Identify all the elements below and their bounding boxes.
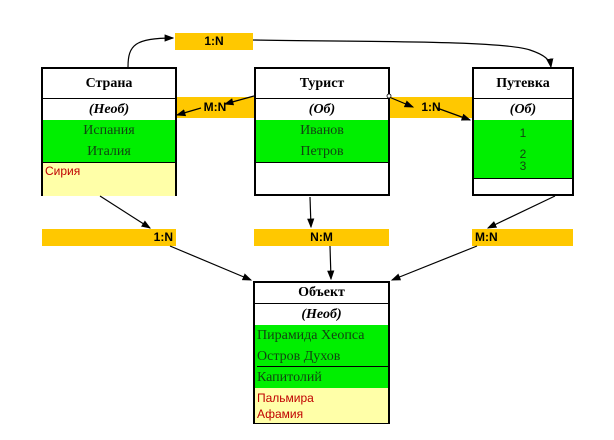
entity-title: Путевка xyxy=(474,69,572,99)
relation-label: M:N xyxy=(475,230,498,244)
entity-type: (Необ) xyxy=(88,101,130,117)
member: 1 xyxy=(519,126,527,140)
relation-label: 1:N xyxy=(204,34,224,48)
arrow xyxy=(390,245,478,281)
entity-title: Турист xyxy=(256,69,388,99)
member: Петров xyxy=(300,144,344,159)
member-optional: Сирия xyxy=(45,164,81,178)
entity-object: Объект (Необ) Пирамида Хеопса Остров Дух… xyxy=(253,281,390,424)
entity-title: Объект xyxy=(255,283,388,304)
arrow xyxy=(486,195,556,229)
member: 3 xyxy=(519,159,527,173)
entity-type: (Об) xyxy=(509,101,537,117)
relation-label: M:N xyxy=(203,100,227,114)
entity-type: (Об) xyxy=(308,101,336,117)
entity-title: Страна xyxy=(43,69,175,99)
relation-label: 1:N xyxy=(153,230,173,244)
arrow xyxy=(436,107,472,121)
relation-country-object: 1:N xyxy=(42,229,176,246)
relation-label: 1:N xyxy=(421,100,441,114)
member-optional: Пальмира xyxy=(257,391,314,405)
relation-label: N:M xyxy=(310,230,333,244)
connector-handle xyxy=(386,93,392,99)
arrow xyxy=(169,245,253,281)
member: Капитолий xyxy=(257,370,322,385)
relation-voucher-object: M:N xyxy=(472,229,573,246)
relation-tourist-object: N:M xyxy=(254,229,389,246)
member: Остров Духов xyxy=(257,346,388,367)
entity-tourist: Турист (Об) Иванов Петров xyxy=(254,67,390,196)
member-optional: Афамия xyxy=(257,407,304,421)
arrow xyxy=(223,95,255,106)
relation-country-tourist: M:N xyxy=(175,97,255,118)
entity-country: Страна (Необ) Испания Италия Сирия xyxy=(41,67,177,196)
arrow xyxy=(99,195,152,229)
member: Иванов xyxy=(300,123,344,138)
member: Испания xyxy=(83,123,135,138)
member: 2 xyxy=(519,147,527,161)
arrow xyxy=(252,39,554,69)
arrow xyxy=(388,96,415,108)
entity-voucher: Путевка (Об) 1 2 3 xyxy=(472,67,574,196)
arrow xyxy=(307,196,315,229)
member: Пирамида Хеопса xyxy=(257,328,365,343)
arrow xyxy=(327,245,335,281)
member: Италия xyxy=(87,144,131,159)
relation-top: 1:N xyxy=(175,33,253,50)
arrow xyxy=(175,107,202,117)
arrow xyxy=(127,34,175,68)
entity-type: (Необ) xyxy=(301,306,342,322)
